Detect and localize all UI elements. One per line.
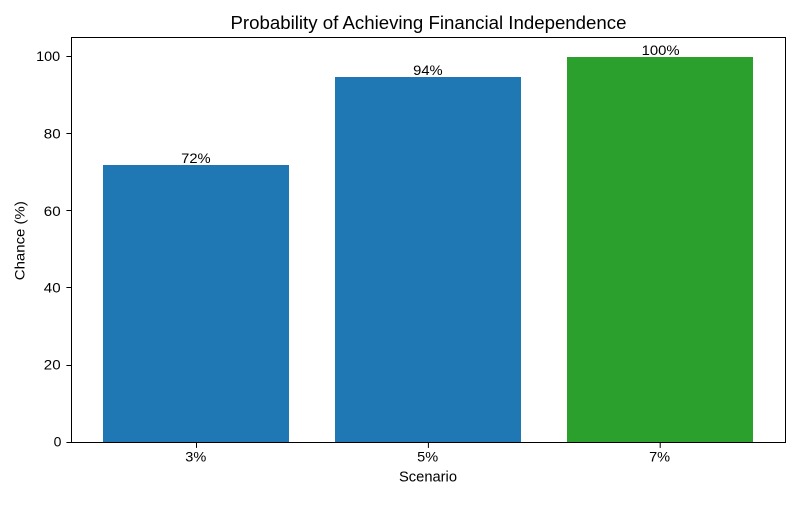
svg-text:3%: 3% (185, 449, 206, 465)
svg-text:100: 100 (36, 48, 60, 64)
svg-text:7%: 7% (649, 449, 670, 465)
svg-text:Scenario: Scenario (399, 470, 457, 486)
svg-text:20: 20 (44, 357, 61, 373)
svg-text:100%: 100% (642, 42, 680, 58)
svg-text:Probability of Achieving Finan: Probability of Achieving Financial Indep… (231, 13, 627, 33)
svg-text:72%: 72% (181, 150, 211, 166)
svg-text:Chance (%): Chance (%) (12, 201, 27, 280)
svg-text:40: 40 (44, 280, 61, 296)
svg-text:60: 60 (44, 203, 61, 219)
svg-text:80: 80 (44, 125, 61, 141)
svg-text:0: 0 (54, 434, 62, 450)
svg-text:5%: 5% (417, 449, 438, 465)
svg-text:94%: 94% (413, 62, 443, 78)
